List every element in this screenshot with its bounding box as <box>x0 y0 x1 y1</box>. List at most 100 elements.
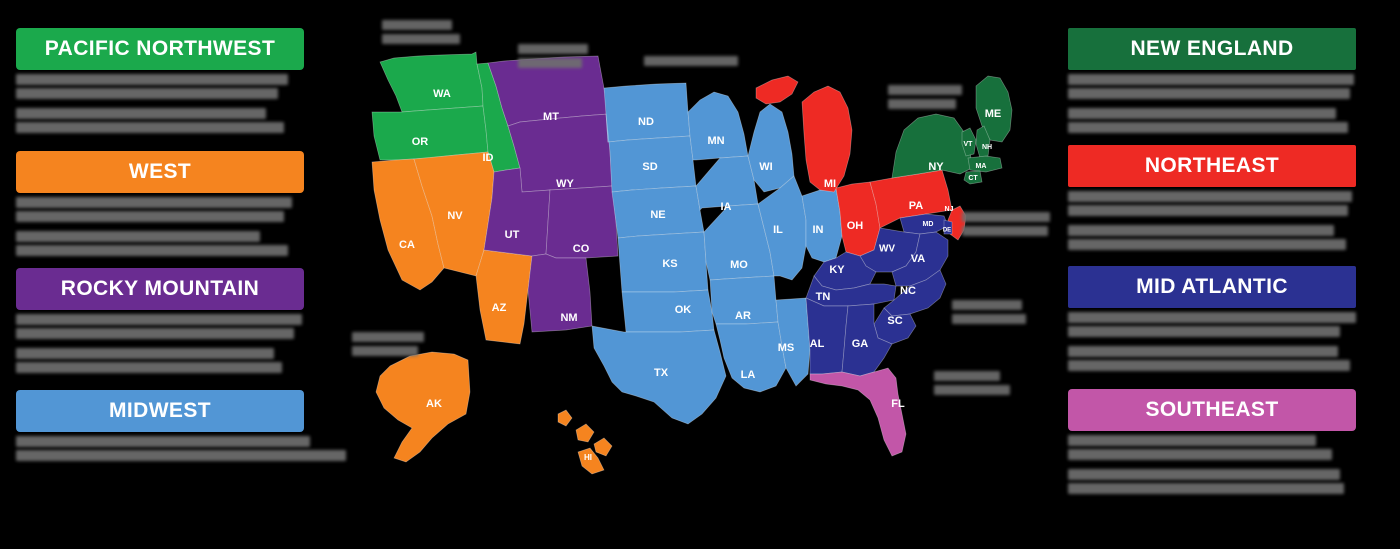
state-ar[interactable] <box>709 275 779 325</box>
state-nm[interactable] <box>527 253 593 333</box>
region-detail-line <box>16 211 284 222</box>
region-detail-line <box>16 314 302 325</box>
state-ok[interactable] <box>621 289 715 333</box>
region-detail-line <box>1068 205 1348 216</box>
region-detail-line <box>16 348 274 359</box>
state-in[interactable] <box>801 187 843 263</box>
callout-line <box>382 20 452 30</box>
state-shapes <box>371 51 1013 475</box>
state-sd[interactable] <box>605 113 697 193</box>
region-panel-midwest: MIDWEST <box>16 390 346 464</box>
state-wi[interactable] <box>747 103 795 193</box>
callout-line <box>934 385 1010 395</box>
region-detail-line <box>1068 74 1354 85</box>
state-la[interactable] <box>715 321 787 393</box>
callout-line <box>962 212 1050 222</box>
region-header-west[interactable]: WEST <box>16 151 304 193</box>
state-ga[interactable] <box>841 303 893 377</box>
region-detail-line <box>1068 469 1340 480</box>
region-panel-mid-atlantic: MID ATLANTIC <box>1068 266 1356 374</box>
region-body-southeast <box>1068 435 1356 494</box>
region-detail-line <box>1068 360 1350 371</box>
state-fl[interactable] <box>809 367 907 457</box>
region-header-pacific-northwest[interactable]: PACIFIC NORTHWEST <box>16 28 304 70</box>
state-va[interactable] <box>891 231 949 287</box>
region-body-midwest <box>16 436 346 461</box>
region-body-pacific-northwest <box>16 74 304 133</box>
state-al[interactable] <box>805 297 849 375</box>
state-ne[interactable] <box>611 185 705 239</box>
region-detail-line <box>16 245 288 256</box>
state-co[interactable] <box>545 185 619 259</box>
state-md[interactable] <box>899 213 949 235</box>
region-body-rocky-mountain <box>16 314 304 373</box>
state-az[interactable] <box>475 249 533 345</box>
region-panel-northeast: NORTHEAST <box>1068 145 1356 253</box>
state-mn[interactable] <box>687 91 749 161</box>
callout-line <box>952 300 1022 310</box>
callout-line <box>934 371 1000 381</box>
region-detail-line <box>1068 108 1336 119</box>
region-detail-line <box>1068 225 1334 236</box>
region-header-northeast[interactable]: NORTHEAST <box>1068 145 1356 187</box>
state-il[interactable] <box>757 175 807 281</box>
region-detail-line <box>16 88 278 99</box>
state-tx[interactable] <box>591 325 727 425</box>
state-vt[interactable] <box>961 127 977 157</box>
state-ct[interactable] <box>963 170 983 185</box>
region-body-west <box>16 197 304 256</box>
callout-line <box>352 332 424 342</box>
region-detail-line <box>16 436 310 447</box>
state-de[interactable] <box>943 219 953 235</box>
callout-pacific-northwest <box>382 20 460 48</box>
region-header-new-england[interactable]: NEW ENGLAND <box>1068 28 1356 70</box>
region-panel-rocky-mountain: ROCKY MOUNTAIN <box>16 268 304 376</box>
region-detail-line <box>1068 88 1350 99</box>
region-detail-line <box>16 450 346 461</box>
region-header-mid-atlantic[interactable]: MID ATLANTIC <box>1068 266 1356 308</box>
state-ak[interactable] <box>375 351 471 463</box>
state-hi[interactable] <box>557 409 613 475</box>
region-detail-line <box>1068 483 1344 494</box>
callout-northeast <box>962 212 1050 240</box>
region-detail-line <box>1068 191 1352 202</box>
region-panel-pacific-northwest: PACIFIC NORTHWEST <box>16 28 304 136</box>
us-regional-map: WA OR ID MT WY NV CA UT CO AZ NM ND SD NE KS OK TX MN IA MO… <box>336 0 1064 549</box>
callout-line <box>952 314 1026 324</box>
state-nd[interactable] <box>603 82 691 143</box>
state-wa[interactable] <box>379 51 484 113</box>
state-ia[interactable] <box>695 155 759 211</box>
region-header-midwest[interactable]: MIDWEST <box>16 390 304 432</box>
callout-line <box>382 34 460 44</box>
state-nh[interactable] <box>975 125 991 159</box>
callout-line <box>962 226 1048 236</box>
state-ks[interactable] <box>617 231 709 293</box>
map-svg: WAORIDMTWYNVCAUTCOAZNMNDSDNEKSOKTXMNIAMO… <box>371 51 1013 475</box>
region-body-new-england <box>1068 74 1356 133</box>
callout-mid-atlantic <box>952 300 1026 328</box>
region-detail-line <box>16 108 266 119</box>
region-detail-line <box>1068 239 1346 250</box>
region-detail-line <box>16 362 282 373</box>
state-or[interactable] <box>371 105 489 161</box>
callout-line <box>352 346 418 356</box>
callout-line <box>888 99 956 109</box>
callout-rocky-mountain <box>518 44 588 72</box>
callout-midwest <box>644 56 738 70</box>
state-ut[interactable] <box>483 167 551 257</box>
region-header-southeast[interactable]: SOUTHEAST <box>1068 389 1356 431</box>
state-ny[interactable] <box>891 113 973 179</box>
region-header-rocky-mountain[interactable]: ROCKY MOUNTAIN <box>16 268 304 310</box>
callout-line <box>888 85 962 95</box>
state-wy[interactable] <box>507 113 613 193</box>
region-body-northeast <box>1068 191 1356 250</box>
state-mi[interactable] <box>755 75 853 193</box>
region-panel-southeast: SOUTHEAST <box>1068 389 1356 497</box>
state-ms[interactable] <box>775 297 811 387</box>
state-me[interactable] <box>975 75 1013 143</box>
region-detail-line <box>16 328 294 339</box>
state-ma[interactable] <box>967 155 1003 173</box>
region-detail-line <box>16 231 260 242</box>
region-panel-new-england: NEW ENGLAND <box>1068 28 1356 136</box>
